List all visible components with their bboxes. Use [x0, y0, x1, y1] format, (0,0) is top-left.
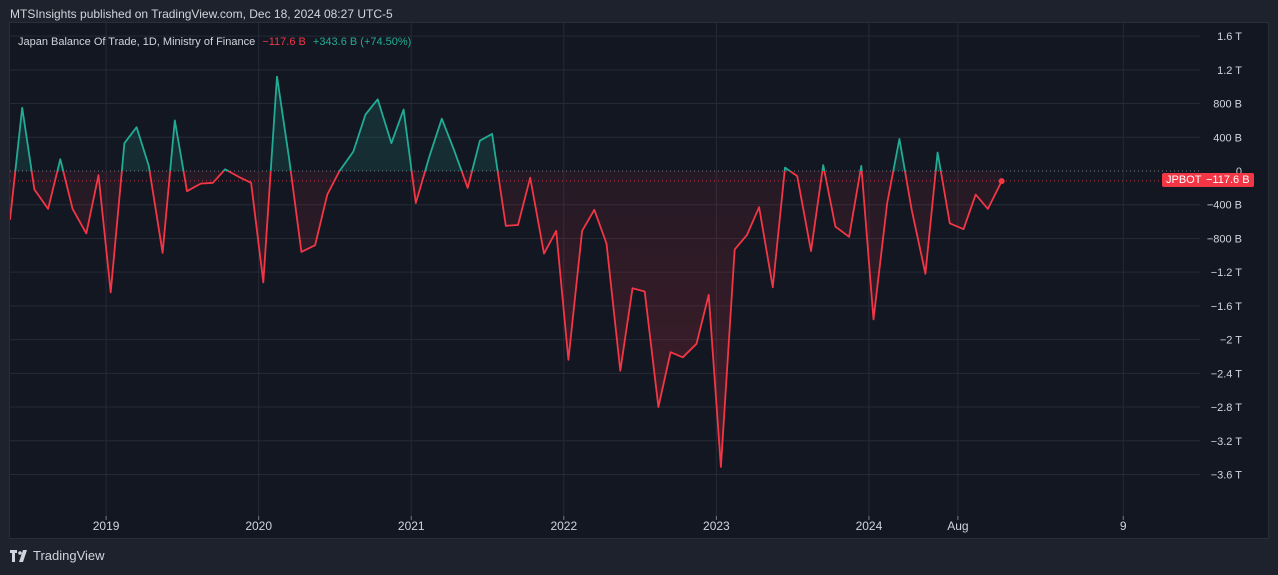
- x-axis: 2019 2020 2021 2022 2023 2024 Aug 9: [93, 516, 1127, 533]
- legend-title: Japan Balance Of Trade, 1D, Ministry of …: [18, 36, 256, 48]
- x-tick-label: Aug: [947, 519, 968, 533]
- y-tick-label: 800 B: [1213, 99, 1242, 111]
- y-tick-label: −400 B: [1207, 200, 1242, 212]
- y-tick-label: −3.6 T: [1211, 469, 1243, 481]
- y-tick-label: 0: [1236, 166, 1242, 178]
- x-tick-label: 2020: [245, 519, 272, 533]
- y-tick-label: −800 B: [1207, 233, 1242, 245]
- y-tick-label: 1.2 T: [1217, 65, 1242, 77]
- x-tick-label: 2019: [93, 519, 120, 533]
- symbol-tag: JPBOT: [1162, 172, 1206, 187]
- y-tick-label: −2.8 T: [1211, 402, 1243, 414]
- publisher-header: MTSInsights published on TradingView.com…: [10, 7, 393, 21]
- y-tick-label: 400 B: [1213, 132, 1242, 144]
- negative-area: [10, 171, 1002, 467]
- legend: Japan Balance Of Trade, 1D, Ministry of …: [18, 36, 411, 48]
- last-value-tag: −117.6 B: [1202, 172, 1254, 187]
- y-tick-label: 1.6 T: [1217, 31, 1242, 43]
- y-tick-label: −1.6 T: [1211, 301, 1243, 313]
- y-axis: 1.6 T 1.2 T 800 B 400 B 0 −400 B −800 B −1.2 T −…: [1207, 31, 1242, 481]
- grid: [10, 23, 1200, 516]
- legend-value: −117.6 B: [262, 36, 306, 48]
- tradingview-logo-icon: [10, 549, 27, 562]
- series: [10, 75, 1005, 468]
- y-tick-label: −3.2 T: [1211, 436, 1243, 448]
- x-tick-label: 2023: [703, 519, 730, 533]
- y-tick-label: −2 T: [1220, 335, 1242, 347]
- series-line-negative: [10, 171, 1003, 468]
- y-tick-label: −1.2 T: [1211, 267, 1243, 279]
- x-tick-label: 2024: [856, 519, 883, 533]
- y-tick-label: −2.4 T: [1211, 368, 1243, 380]
- x-tick-label: 2021: [398, 519, 425, 533]
- x-tick-label: 2022: [550, 519, 577, 533]
- series-line-positive: [14, 75, 942, 171]
- last-point-marker: [998, 178, 1005, 185]
- x-tick-label: 9: [1120, 519, 1127, 533]
- footer-brand[interactable]: TradingView: [10, 548, 105, 563]
- legend-change: +343.6 B (+74.50%): [312, 36, 412, 48]
- footer-brand-text: TradingView: [33, 548, 105, 563]
